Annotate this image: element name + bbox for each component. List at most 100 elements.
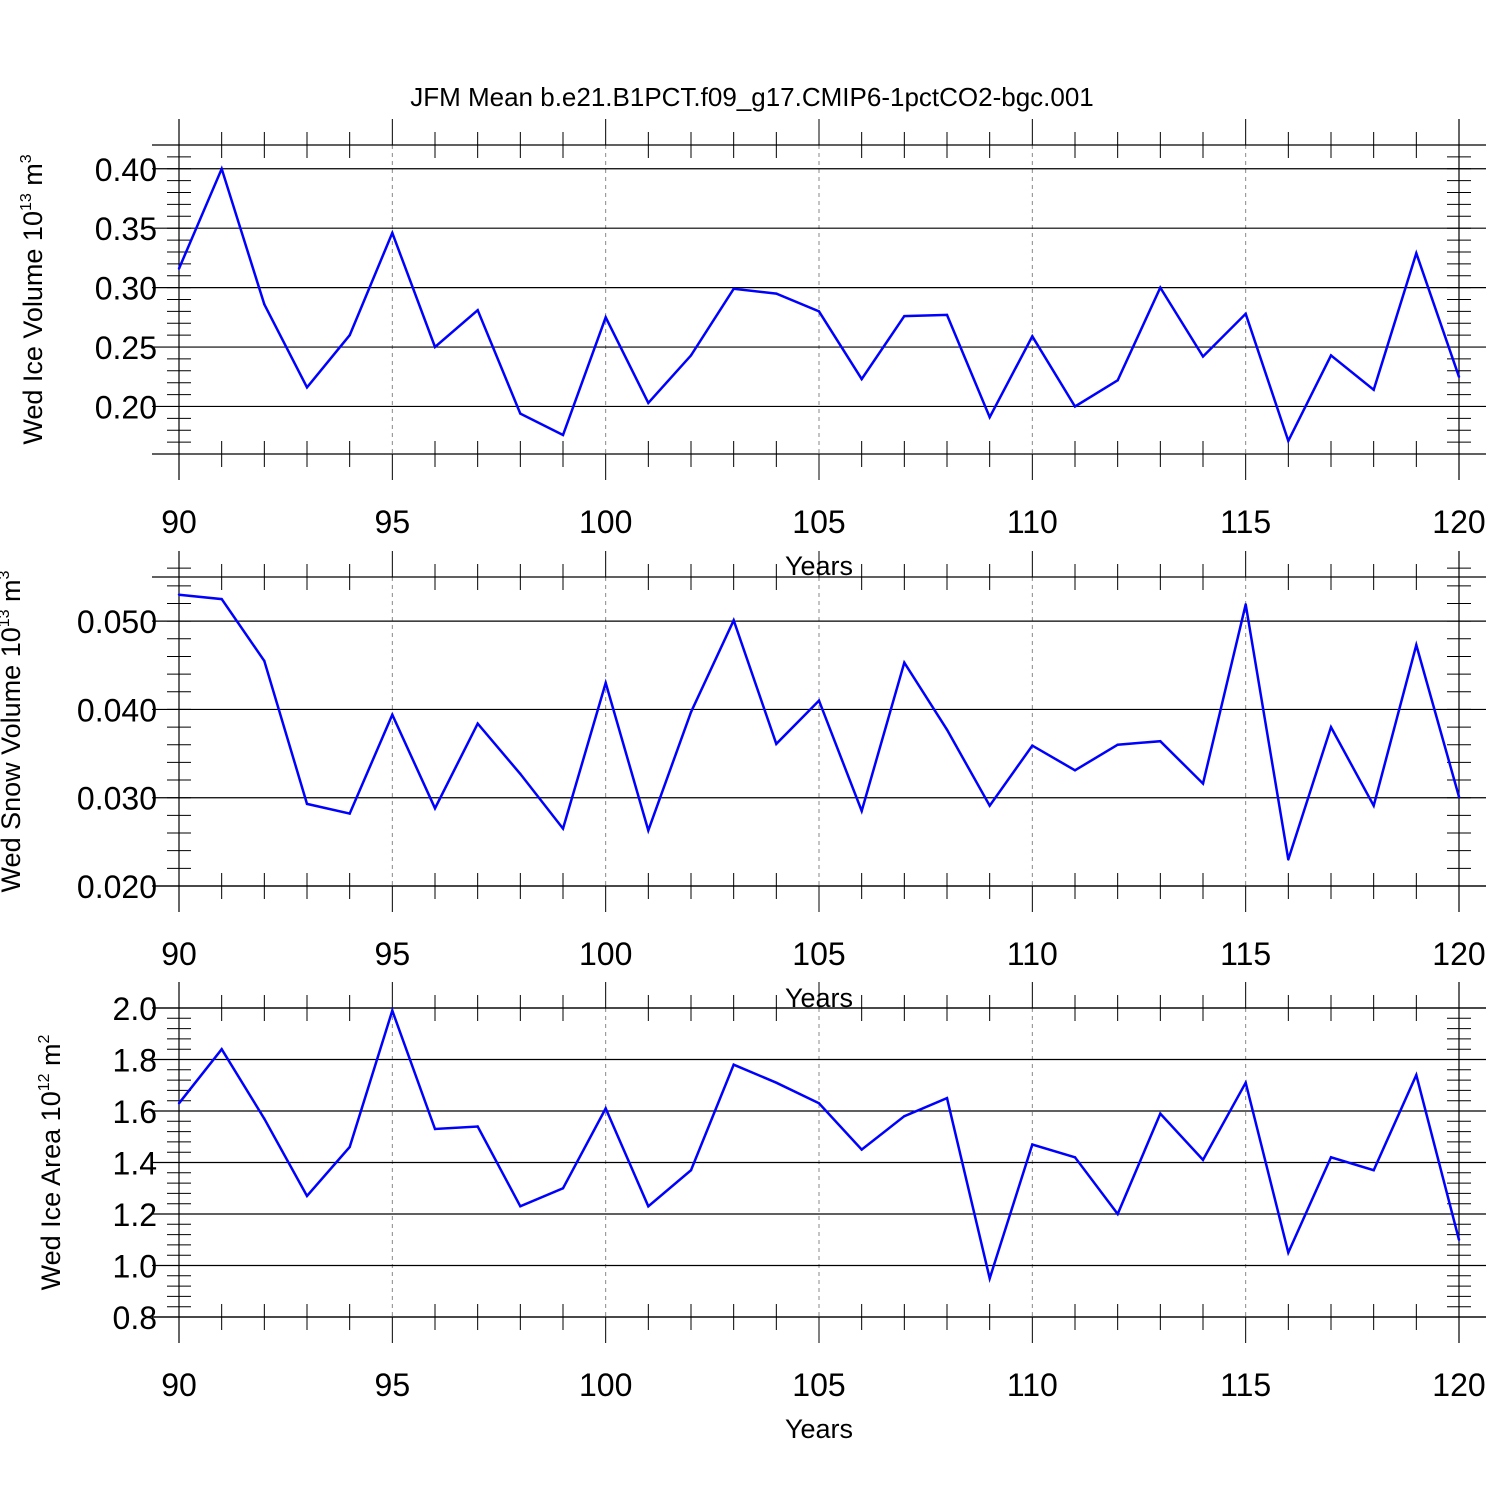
x-tick-label: 100: [579, 936, 632, 972]
data-point: [1329, 1156, 1333, 1159]
data-point: [1415, 251, 1418, 255]
y-tick-label: 1.8: [113, 1043, 157, 1079]
y-tick-label: 0.30: [95, 271, 157, 307]
data-point: [775, 292, 778, 295]
x-tick-label: 115: [1220, 504, 1271, 540]
data-point: [1415, 1073, 1418, 1077]
x-tick-label: 110: [1007, 1367, 1058, 1403]
data-point: [263, 1117, 266, 1120]
data-point: [1287, 439, 1290, 443]
data-point: [604, 316, 607, 319]
data-point: [1116, 743, 1119, 746]
data-point: [1457, 375, 1461, 378]
x-tick-label: 120: [1432, 1367, 1485, 1403]
x-tick-label: 95: [375, 504, 411, 540]
x-tick-label: 115: [1220, 1367, 1271, 1403]
y-tick-label: 0.35: [95, 211, 157, 247]
data-point: [476, 722, 479, 725]
data-point: [1457, 1238, 1461, 1241]
panel-3: 0.8 1.0 1.2 1.4 1.6 1.8 2.0 90 95 100 105 110 115 120…: [36, 982, 1486, 1444]
y-tick-label: 1.0: [113, 1249, 157, 1285]
data-point: [177, 593, 181, 596]
data-point: [1116, 1212, 1119, 1216]
data-point: [945, 728, 949, 731]
data-point: [348, 812, 351, 815]
x-tick-label: 115: [1220, 936, 1271, 972]
x-tick-label: 110: [1007, 504, 1058, 540]
data-point: [220, 597, 223, 601]
data-point: [476, 308, 479, 312]
data-point: [1116, 379, 1119, 382]
data-point: [604, 1107, 607, 1110]
data-point: [177, 1102, 181, 1105]
data-point: [1031, 335, 1034, 338]
data-point: [1201, 355, 1205, 358]
data-point: [689, 354, 693, 357]
data-point: [860, 809, 863, 813]
data-point: [1372, 804, 1375, 807]
data-point: [391, 231, 394, 235]
data-point: [476, 1125, 479, 1128]
data-point: [1073, 1156, 1077, 1159]
data-point: [1329, 354, 1333, 357]
data-point: [945, 1096, 949, 1100]
x-tick-label: 90: [161, 936, 197, 972]
data-point: [263, 659, 266, 663]
data-point: [1244, 1081, 1247, 1084]
data-point: [305, 802, 309, 806]
data-point: [391, 1009, 394, 1012]
y-tick-label: 0.020: [77, 869, 157, 905]
data-point: [988, 804, 991, 807]
data-point: [348, 1145, 351, 1149]
data-point: [561, 433, 565, 437]
y-tick-label: 0.8: [113, 1300, 157, 1336]
data-point: [1244, 603, 1247, 606]
y-axis-title: Wed Snow Volume 1013 m3: [0, 570, 26, 892]
data-point: [1159, 1112, 1162, 1115]
y-tick-label: 0.050: [77, 604, 157, 640]
data-point: [263, 303, 266, 306]
data-point: [1073, 769, 1077, 772]
data-point: [817, 310, 821, 313]
data-point: [817, 1102, 821, 1105]
data-point: [1159, 740, 1162, 743]
data-point: [433, 807, 437, 810]
data-point: [220, 1048, 223, 1051]
y-tick-label: 0.40: [95, 152, 157, 188]
data-point: [348, 333, 351, 337]
y-tick-label: 1.6: [113, 1094, 157, 1130]
data-point: [945, 313, 949, 317]
data-point: [305, 386, 309, 389]
data-point: [647, 829, 650, 832]
y-tick-label: 0.20: [95, 389, 157, 425]
figure-title: JFM Mean b.e21.B1PCT.f09_g17.CMIP6-1pctC…: [410, 82, 1094, 112]
data-point: [689, 1169, 693, 1172]
data-point: [519, 412, 522, 415]
data-point: [561, 1187, 565, 1190]
data-point: [433, 345, 437, 349]
data-point: [1457, 795, 1461, 799]
data-point: [519, 772, 522, 776]
x-tick-label: 100: [579, 504, 632, 540]
y-axis-title: Wed Ice Area 1012 m2: [36, 1034, 66, 1290]
x-tick-label: 90: [161, 1367, 197, 1403]
data-point: [689, 710, 693, 714]
data-point: [391, 713, 394, 716]
data-point: [1329, 725, 1333, 729]
data-point: [1244, 312, 1247, 315]
y-tick-label: 1.2: [113, 1197, 157, 1233]
data-point: [732, 619, 735, 622]
x-tick-label: 105: [792, 1367, 845, 1403]
y-tick-label: 0.040: [77, 692, 157, 728]
data-point: [775, 742, 778, 746]
data-point: [647, 401, 650, 405]
data-point: [860, 1148, 863, 1151]
y-axis-title: Wed Ice Volume 1013 m3: [18, 154, 48, 444]
data-point: [1201, 1158, 1205, 1162]
data-point: [1372, 1169, 1375, 1172]
data-point: [305, 1194, 309, 1198]
data-point: [1073, 405, 1077, 408]
